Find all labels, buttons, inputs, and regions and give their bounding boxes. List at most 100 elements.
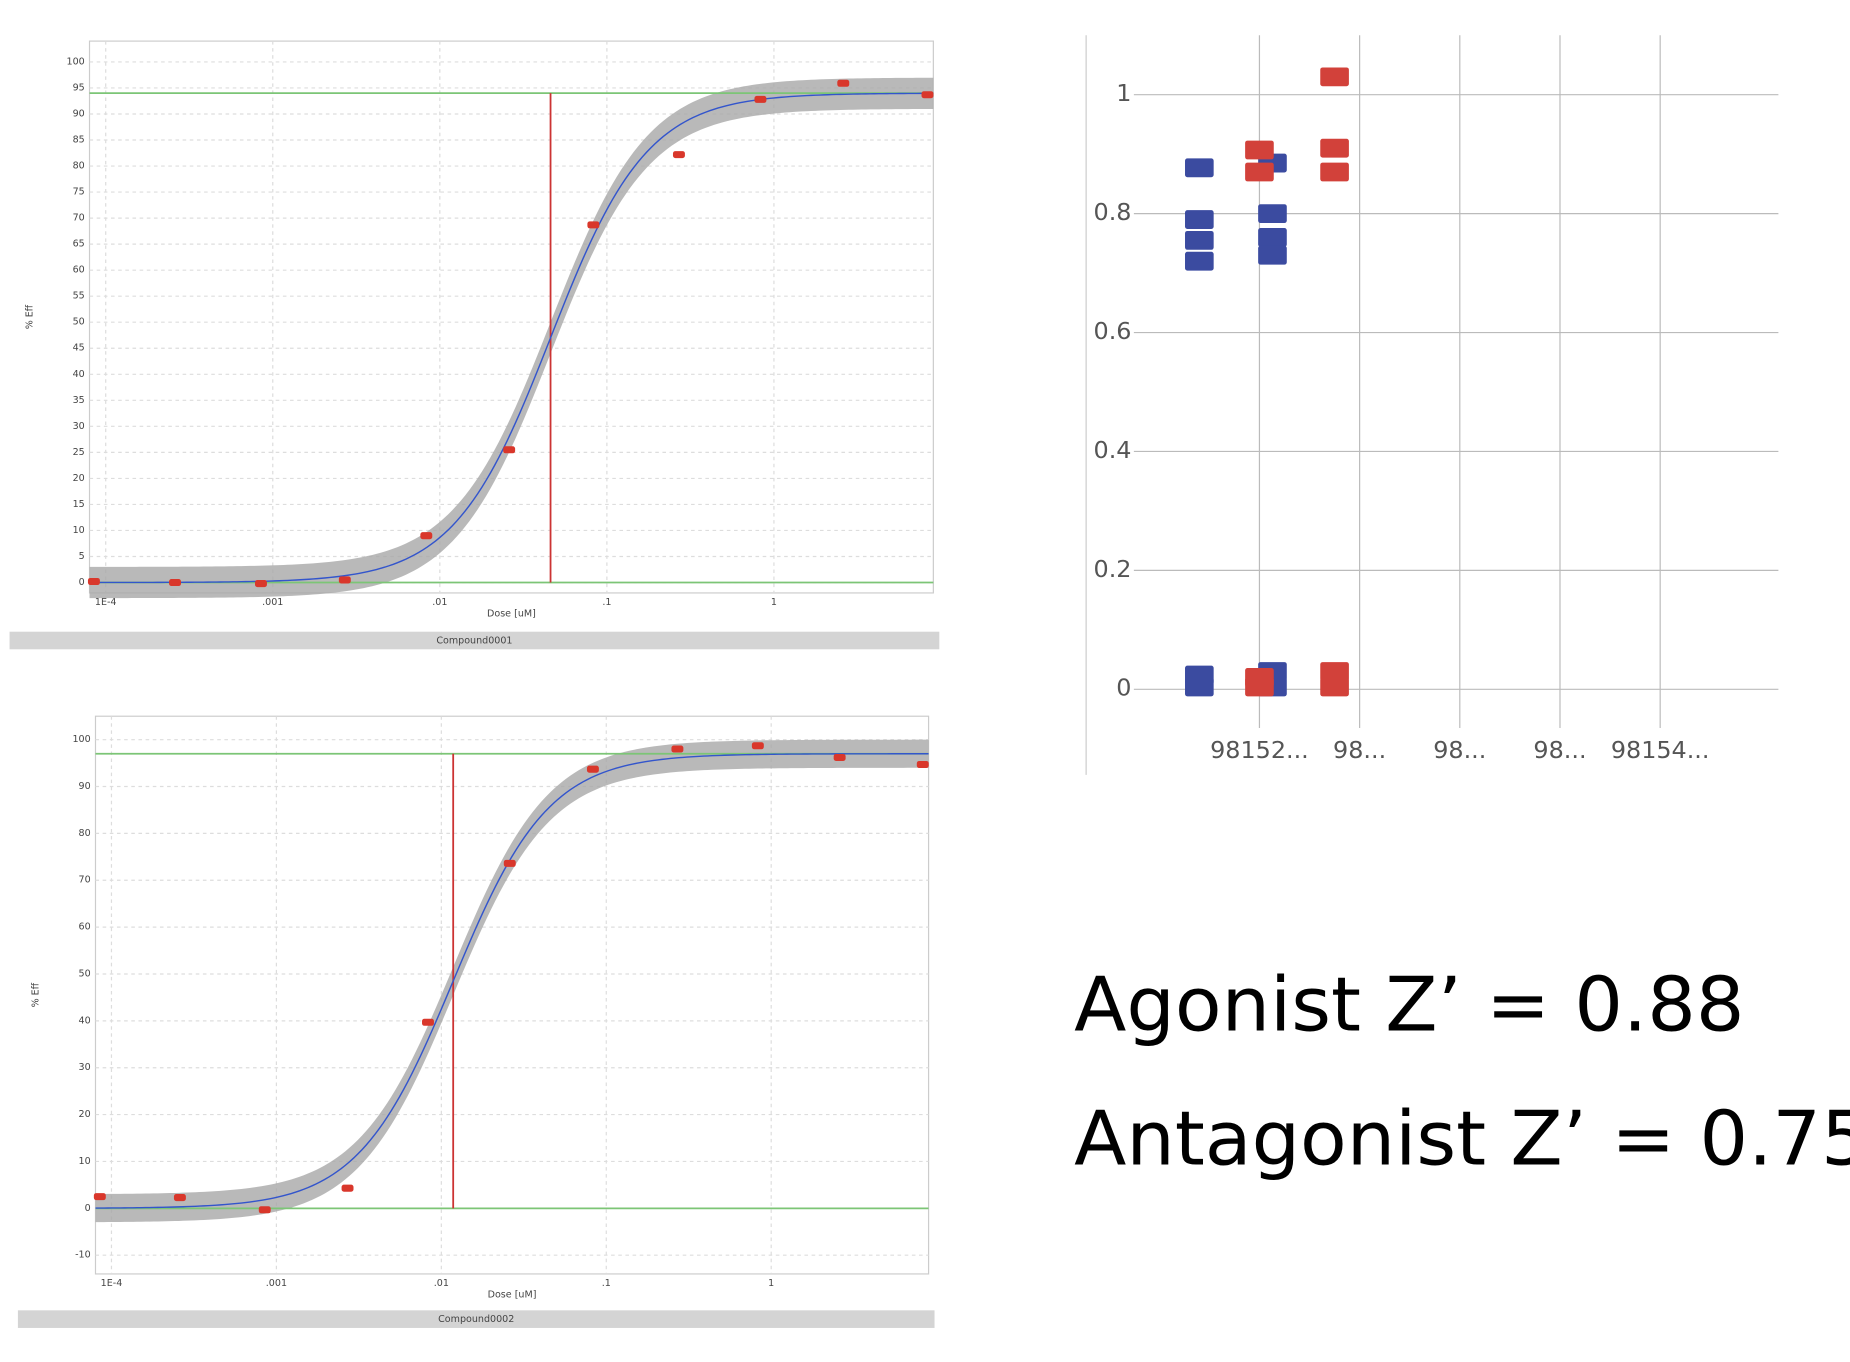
point bbox=[833, 753, 846, 761]
point bbox=[1245, 140, 1274, 160]
plot-frame bbox=[94, 715, 930, 1275]
y-tick-label: 55 bbox=[73, 291, 85, 302]
point bbox=[672, 151, 685, 159]
point bbox=[1185, 677, 1214, 697]
point bbox=[587, 221, 600, 229]
y-axis-title: % Eff bbox=[30, 982, 41, 1007]
x-tick-label: .01 bbox=[434, 1278, 449, 1289]
point bbox=[87, 577, 100, 586]
y-tick-label: 45 bbox=[73, 343, 85, 354]
x-tick-label: .1 bbox=[602, 1278, 611, 1289]
point bbox=[422, 1018, 434, 1026]
point bbox=[921, 91, 934, 99]
footer-bar bbox=[17, 1310, 935, 1328]
x-tick-label: .1 bbox=[602, 597, 611, 608]
footer-text: Compound0001 bbox=[436, 636, 512, 647]
y-tick-label: 50 bbox=[79, 969, 91, 980]
point bbox=[1258, 228, 1287, 247]
point bbox=[1185, 230, 1214, 250]
point bbox=[1185, 251, 1214, 271]
point bbox=[258, 1206, 271, 1214]
y-tick-label: 90 bbox=[79, 781, 91, 792]
y-tick-label: 15 bbox=[73, 499, 85, 510]
y-tick-label: 90 bbox=[73, 109, 85, 120]
point bbox=[503, 859, 516, 867]
point bbox=[1320, 662, 1349, 681]
y-tick-label: 40 bbox=[73, 369, 85, 380]
x-tick-label: 1E-4 bbox=[101, 1278, 123, 1289]
point bbox=[255, 580, 267, 588]
y-tick-label: 30 bbox=[79, 1062, 91, 1073]
point bbox=[1320, 138, 1349, 158]
y-tick-label: 50 bbox=[73, 317, 85, 328]
footer-bar bbox=[9, 631, 940, 650]
x-tick-label: 98154... bbox=[1611, 736, 1710, 764]
point bbox=[420, 532, 433, 540]
point bbox=[93, 1193, 106, 1201]
y-tick-label: 10 bbox=[73, 525, 85, 536]
y-tick-label: 100 bbox=[72, 734, 90, 745]
y-tick-label: 75 bbox=[73, 187, 85, 198]
point bbox=[1245, 677, 1274, 697]
note: Antagonist Z’ = 0.75 bbox=[1074, 1095, 1850, 1182]
point bbox=[754, 95, 767, 103]
point bbox=[586, 765, 599, 773]
point bbox=[1185, 210, 1214, 229]
point bbox=[1320, 677, 1349, 697]
point bbox=[837, 79, 850, 87]
y-tick-label: 70 bbox=[79, 875, 91, 886]
point bbox=[1245, 162, 1274, 182]
y-tick-label: 100 bbox=[67, 56, 85, 67]
x-tick-label: 98152... bbox=[1210, 736, 1309, 764]
plot-frame bbox=[88, 40, 934, 594]
y-tick-label: 30 bbox=[73, 421, 85, 432]
y-tick-label: 80 bbox=[73, 161, 85, 172]
x-tick-label: 98... bbox=[1533, 736, 1586, 764]
y-tick-label: 25 bbox=[73, 447, 85, 458]
point bbox=[916, 760, 929, 769]
y-tick-label: 0 bbox=[1116, 674, 1131, 702]
x-tick-label: .01 bbox=[432, 597, 447, 608]
point bbox=[751, 742, 764, 750]
y-tick-label: 1 bbox=[1116, 79, 1131, 107]
y-tick-label: 0.2 bbox=[1094, 555, 1132, 583]
y-axis-title: % Eff bbox=[24, 304, 35, 329]
y-tick-label: 85 bbox=[73, 135, 85, 146]
y-tick-label: 60 bbox=[73, 265, 85, 276]
x-tick-label: 98... bbox=[1433, 736, 1486, 764]
fit-curve bbox=[89, 92, 934, 584]
point bbox=[341, 1184, 354, 1192]
y-tick-label: 10 bbox=[79, 1156, 91, 1167]
y-tick-label: 0.4 bbox=[1094, 436, 1132, 464]
y-tick-label: 40 bbox=[79, 1015, 91, 1026]
x-tick-label: 1E-4 bbox=[95, 597, 117, 608]
y-tick-label: 80 bbox=[79, 828, 91, 839]
point bbox=[1258, 204, 1287, 224]
y-tick-label: 0 bbox=[85, 1203, 91, 1214]
y-tick-label: 70 bbox=[73, 213, 85, 224]
y-tick-label: 60 bbox=[79, 922, 91, 933]
y-tick-label: 20 bbox=[79, 1109, 91, 1120]
y-tick-label: 95 bbox=[73, 82, 85, 93]
y-tick-label: 65 bbox=[73, 239, 85, 250]
x-tick-label: 98... bbox=[1333, 736, 1386, 764]
x-axis-title: Dose [uM] bbox=[487, 609, 536, 620]
point bbox=[1185, 158, 1214, 178]
y-tick-label: -10 bbox=[75, 1250, 91, 1261]
y-tick-label: 5 bbox=[79, 551, 85, 562]
footer-text: Compound0002 bbox=[438, 1314, 514, 1325]
fit-curve bbox=[95, 753, 929, 1209]
point bbox=[503, 446, 516, 454]
x-tick-label: .001 bbox=[266, 1278, 287, 1289]
x-tick-label: .001 bbox=[262, 597, 283, 608]
x-tick-label: 1 bbox=[768, 1278, 774, 1289]
point bbox=[671, 745, 684, 753]
point bbox=[169, 579, 181, 587]
y-tick-label: 0.8 bbox=[1094, 198, 1132, 226]
x-axis-title: Dose [uM] bbox=[488, 1290, 537, 1301]
point bbox=[173, 1194, 186, 1202]
y-tick-label: 20 bbox=[73, 473, 85, 484]
x-tick-label: 1 bbox=[771, 597, 777, 608]
plot-frame bbox=[1086, 35, 1779, 775]
